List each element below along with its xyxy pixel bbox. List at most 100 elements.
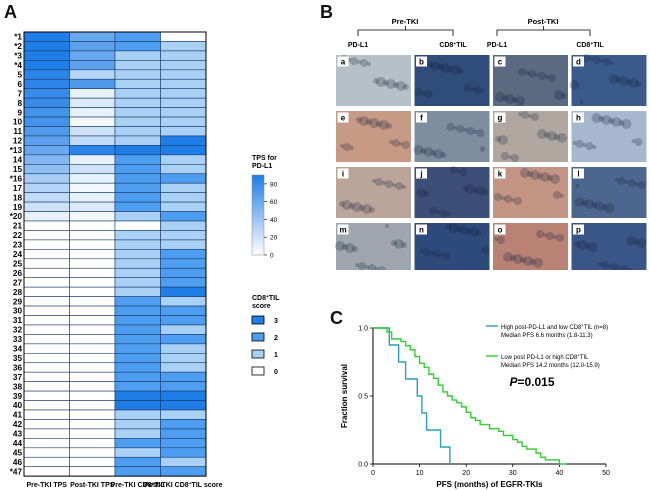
tps-legend-tick-label: 40: [270, 217, 278, 224]
heatmap-cell-tps: [69, 324, 116, 335]
heatmap-cell-cd8: [114, 211, 161, 222]
ihc-label-box: [416, 56, 427, 67]
ihc-texture: [372, 179, 376, 183]
heatmap-cell-cd8: [160, 41, 207, 52]
ihc-texture: [592, 56, 601, 64]
heatmap-cell-cd8: [114, 258, 161, 269]
ihc-label-box: [573, 168, 584, 179]
ihc-texture: [446, 123, 455, 131]
heatmap-cell-cd8: [160, 135, 207, 146]
ihc-texture: [463, 84, 472, 92]
ihc-texture: [462, 185, 469, 191]
ihc-texture: [523, 256, 533, 266]
cd8-legend-label: 1: [274, 352, 278, 359]
ihc-micrograph-tile: [414, 167, 490, 218]
heatmap-cell-tps: [69, 50, 116, 61]
km-curve-high: [373, 327, 451, 464]
heatmap-cell-cd8: [160, 220, 207, 231]
heatmap-cell-cd8: [114, 192, 161, 203]
ihc-texture: [468, 227, 479, 237]
row-label: *3: [14, 52, 22, 61]
ihc-micrograph-tile: [571, 111, 647, 162]
heatmap-cell-cd8: [114, 88, 161, 99]
heatmap-cell-tps: [69, 466, 116, 477]
cd8-legend-label: 2: [274, 335, 278, 342]
ihc-texture: [440, 152, 447, 158]
heatmap-cell-cd8: [160, 182, 207, 193]
heatmap-cell-tps: [69, 69, 116, 80]
row-label: 40: [13, 401, 23, 410]
row-label: 36: [13, 363, 23, 372]
tps-legend-tick-label: 0: [270, 253, 274, 260]
heatmap-cell-cd8: [160, 447, 207, 458]
ihc-tile-label: j: [419, 170, 422, 179]
heatmap-cell-cd8: [114, 315, 161, 326]
ihc-texture: [538, 72, 546, 80]
ihc-texture: [546, 232, 554, 240]
ihc-texture: [615, 77, 622, 83]
heatmap-cell-cd8: [114, 428, 161, 439]
row-label: 10: [13, 118, 23, 127]
ihc-micrograph-tile: [571, 167, 647, 218]
heatmap-cell-cd8: [160, 428, 207, 439]
row-label: 25: [13, 259, 23, 268]
ihc-texture: [600, 261, 609, 269]
ihc-texture: [628, 78, 639, 88]
tps-legend-tick-label: 60: [270, 199, 278, 206]
ihc-texture: [472, 187, 479, 193]
ihc-texture: [424, 90, 433, 98]
ihc-texture: [547, 175, 553, 181]
ihc-texture: [535, 73, 539, 77]
heatmap-cell-cd8: [114, 135, 161, 146]
heatmap-cell-cd8: [160, 201, 207, 212]
ihc-micrograph-tile: [336, 111, 411, 162]
km-y-tick-label: 1.0: [358, 326, 368, 333]
ihc-texture: [355, 263, 359, 267]
heatmap-cell-tps: [69, 258, 116, 269]
ihc-texture: [518, 112, 522, 116]
heatmap-cell-cd8: [160, 352, 207, 364]
row-label: 14: [13, 156, 23, 165]
ihc-texture: [335, 241, 345, 251]
ihc-texture: [543, 233, 547, 237]
ihc-texture: [618, 120, 625, 126]
ihc-texture: [497, 236, 505, 244]
heatmap-cell-tps: [69, 381, 116, 392]
heatmap-cell-cd8: [114, 466, 161, 477]
row-label: 45: [13, 448, 23, 457]
row-label: 12: [13, 137, 23, 146]
ihc-label-box: [337, 56, 349, 67]
ihc-texture: [368, 264, 376, 270]
heatmap-cell-cd8: [114, 164, 161, 175]
heatmap-cell-cd8: [114, 41, 161, 52]
heatmap-cell-tps: [23, 277, 70, 288]
ihc-texture: [530, 170, 540, 180]
ihc-texture: [614, 178, 619, 182]
heatmap-cell-cd8: [160, 381, 207, 392]
heatmap-cell-cd8: [160, 239, 207, 250]
row-label: 17: [13, 184, 23, 193]
ihc-texture: [421, 91, 426, 95]
tps-legend-bar: [251, 174, 265, 256]
heatmap-cell-tps: [69, 211, 116, 222]
ihc-texture: [637, 181, 646, 189]
ihc-texture: [378, 266, 386, 270]
row-label: 37: [13, 373, 23, 382]
heatmap-cell-cd8: [160, 31, 207, 42]
heatmap-cell-cd8: [160, 88, 207, 99]
ihc-texture: [574, 241, 581, 247]
heatmap-cell-cd8: [114, 31, 161, 42]
ihc-texture: [475, 186, 486, 196]
heatmap-cell-tps: [23, 258, 70, 269]
heatmap-cell-cd8: [160, 145, 207, 156]
heatmap-cell-cd8: [160, 50, 207, 61]
ihc-label-box: [494, 224, 506, 235]
heatmap-cell-tps: [23, 201, 70, 212]
row-label: 27: [13, 278, 23, 287]
heatmap-cell-cd8: [114, 438, 161, 449]
heatmap-cell-tps: [69, 409, 116, 420]
ihc-texture: [427, 62, 434, 68]
ihc-texture: [473, 130, 478, 134]
ihc-texture: [399, 142, 403, 146]
ihc-micrograph-tile: [493, 111, 568, 162]
